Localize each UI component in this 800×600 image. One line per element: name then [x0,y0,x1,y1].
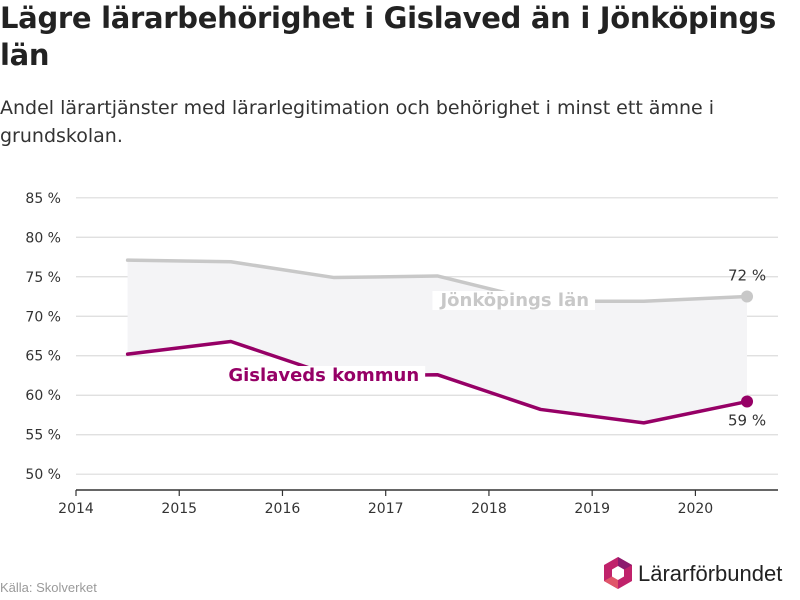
x-tick-label: 2018 [471,501,507,517]
x-tick-label: 2017 [368,501,404,517]
x-axis: 2014 2015 2016 2017 2018 2019 2020 [58,489,778,517]
x-tick-label: 2019 [574,501,610,517]
series-labels: Jönköpings län Gislaveds kommun 72 % 59 % [222,267,766,430]
label-gislaved-halo [222,366,426,386]
y-tick-label: 75 % [25,270,61,286]
chart-subtitle: Andel lärartjänster med lärarlegitimatio… [0,97,715,147]
x-tick-label: 2014 [58,501,94,517]
end-label-gislaved: 59 % [728,412,766,430]
x-tick-label: 2016 [265,501,301,517]
y-tick-label: 80 % [25,230,61,246]
y-tick-label: 65 % [25,349,61,365]
series-end-marker [741,290,754,303]
y-tick-label: 55 % [25,428,61,444]
series-line-gislaved [125,339,749,425]
end-label-jonkoping: 72 % [728,267,766,285]
y-tick-label: 50 % [25,467,61,483]
chart-title: Lägre lärarbehörighet i Gislaved än i Jö… [0,1,776,72]
series-end-marker [741,395,754,408]
gap-band-area [127,260,748,423]
logo-text: Lärarförbundet [638,561,783,586]
x-tick-label: 2015 [161,501,197,517]
y-tick-label: 70 % [25,309,61,325]
brand-logo: Lärarförbundet [602,556,798,592]
source-note: Källa: Skolverket [0,580,97,595]
gap-band [127,260,748,423]
y-axis-ticks: 50 % 55 % 60 % 65 % 70 % 75 % 80 % 85 % [25,191,61,483]
series-lines [125,258,754,425]
x-tick-label: 2020 [678,501,714,517]
label-jonkoping-halo [432,290,596,310]
y-tick-label: 60 % [25,388,61,404]
y-tick-label: 85 % [25,191,61,207]
series-line-jonkoping [125,258,749,304]
logo-mark-icon [604,557,632,589]
label-gislaved: Gislaveds kommun [228,365,419,386]
label-jonkoping: Jönköpings län [438,290,589,311]
